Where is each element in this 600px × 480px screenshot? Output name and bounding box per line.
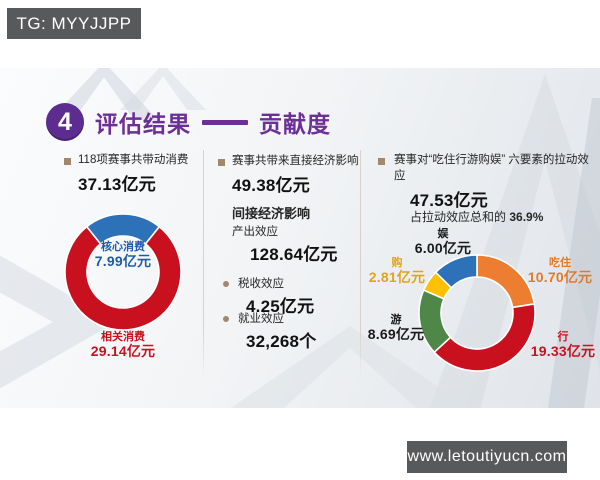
- pull-effect-donut-chart: [418, 254, 536, 372]
- pull-effect-note: 占拉动效应总和的 36.9%: [410, 209, 543, 225]
- jobs-effect-value: 32,268个: [246, 332, 317, 351]
- donut2-travel-name: 游: [390, 314, 402, 326]
- column-divider: [360, 150, 361, 378]
- pull-effect-amount: 47.53亿元: [410, 191, 488, 210]
- donut2-entertainment-name: 娱: [437, 228, 449, 240]
- donut1-related-value: 29.14亿元: [90, 343, 156, 359]
- consumption-amount: 37.13亿元: [78, 175, 156, 194]
- donut2-transport-name: 行: [557, 331, 569, 343]
- pull-effect-note-prefix: 占拉动效应总和的: [410, 210, 510, 224]
- indirect-economy-heading: 间接经济影响: [232, 206, 311, 221]
- bullet-square-icon: [378, 158, 385, 165]
- output-effect-label: 产出效应: [232, 226, 278, 238]
- donut2-travel-value: 8.69亿元: [367, 326, 425, 342]
- consumption-heading: 118项赛事共带动消费: [78, 154, 189, 166]
- donut2-transport-value: 19.33亿元: [530, 343, 596, 359]
- pull-effect-heading: 赛事对“吃住行游购娱” 六要素的拉动效应: [394, 154, 589, 182]
- jobs-effect-label: 就业效应: [238, 313, 284, 325]
- bullet-dot-icon: [223, 316, 229, 322]
- section-title-left: 评估结果: [95, 111, 191, 137]
- tax-effect-label: 税收效应: [238, 278, 284, 290]
- donut-segment-行: [433, 303, 536, 372]
- column-divider: [203, 150, 204, 378]
- donut1-related-label: 相关消费 29.14亿元: [63, 330, 183, 358]
- donut1-core-value: 7.99亿元: [94, 253, 152, 269]
- donut2-shopping-label: 购 2.81亿元: [358, 256, 436, 284]
- donut2-entertainment-label: 娱 6.00亿元: [403, 227, 483, 255]
- donut2-travel-label: 游 8.69亿元: [360, 313, 432, 341]
- donut2-shopping-name: 购: [391, 257, 403, 269]
- direct-economy-heading: 赛事共带来直接经济影响: [232, 155, 359, 167]
- consumption-donut-chart: [64, 213, 182, 331]
- tax-effect-value: 4.25亿元: [246, 297, 315, 316]
- bullet-dot-icon: [223, 281, 229, 287]
- donut2-entertainment-value: 6.00亿元: [414, 240, 472, 256]
- donut2-food-lodging-name: 吃住: [549, 257, 571, 269]
- donut-segment-相关消费: [64, 225, 182, 331]
- donut2-food-lodging-label: 吃住 10.70亿元: [518, 256, 600, 284]
- bullet-square-icon: [218, 159, 225, 166]
- watermark-bottom: www.letoutiyucn.com: [407, 441, 567, 473]
- title-dash: [202, 119, 248, 125]
- direct-economy-amount: 49.38亿元: [232, 176, 310, 195]
- donut2-shopping-value: 2.81亿元: [368, 269, 426, 285]
- donut2-transport-label: 行 19.33亿元: [524, 330, 600, 358]
- watermark-top: TG: MYYJJPP: [7, 8, 141, 39]
- section-number-badge: 4: [46, 103, 84, 141]
- donut1-related-name: 相关消费: [101, 331, 145, 343]
- donut1-core-name: 核心消费: [101, 241, 145, 253]
- bullet-square-icon: [64, 158, 71, 165]
- donut1-core-label: 核心消费 7.99亿元: [67, 240, 179, 268]
- pull-effect-note-value: 36.9%: [509, 210, 544, 224]
- output-effect-value: 128.64亿元: [250, 245, 338, 264]
- section-header: 4 评估结果 贡献度: [46, 103, 331, 141]
- donut-segment-娱: [434, 254, 478, 289]
- section-title-right: 贡献度: [259, 111, 331, 137]
- donut2-food-lodging-value: 10.70亿元: [527, 269, 593, 285]
